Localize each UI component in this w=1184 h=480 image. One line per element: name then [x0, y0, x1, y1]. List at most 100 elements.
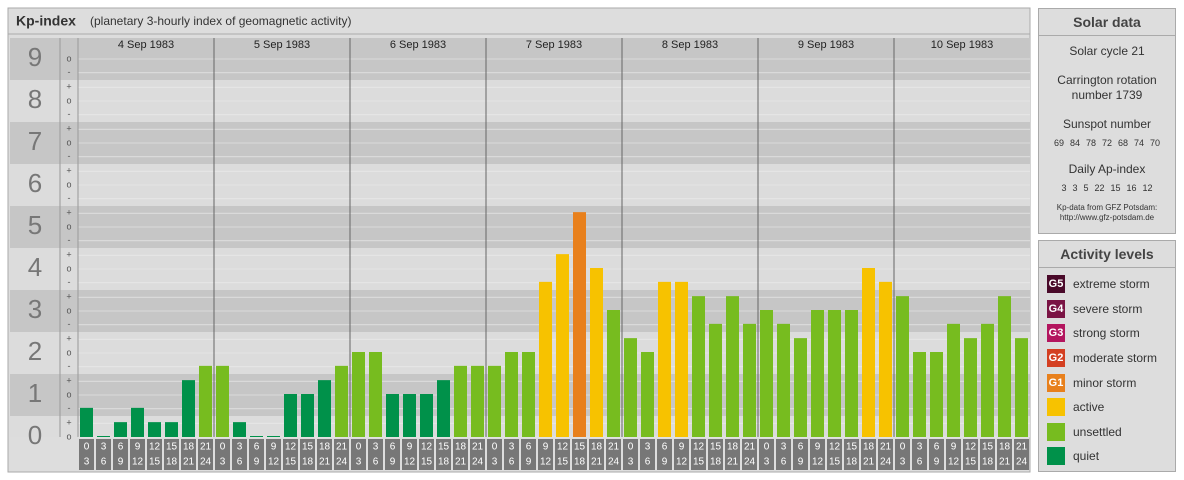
y-minor-label: - — [68, 235, 71, 245]
hour-label: 24 — [1016, 457, 1028, 468]
legend-item: quiet — [1039, 444, 1175, 469]
source-url: http://www.gfz-potsdam.de — [1059, 213, 1155, 222]
level-code: G4 — [1048, 302, 1064, 315]
y-minor-label: + — [66, 166, 71, 176]
y-minor-label: + — [66, 376, 71, 386]
hour-label: 12 — [965, 442, 977, 453]
hour-label: 12 — [557, 442, 569, 453]
y-minor-label: o — [66, 179, 71, 189]
hour-box — [504, 439, 519, 470]
hour-label: 9 — [662, 457, 668, 468]
hour-box — [963, 439, 978, 470]
hour-label: 3 — [900, 457, 906, 468]
legend-item: active — [1039, 395, 1175, 420]
hour-label: 12 — [285, 442, 297, 453]
y-minor-label: + — [66, 334, 71, 344]
y-minor-label: + — [66, 292, 71, 302]
hour-box — [793, 439, 808, 470]
hour-label: 21 — [183, 457, 195, 468]
y-minor-label: + — [66, 418, 71, 428]
ap-value: 5 — [1083, 183, 1089, 193]
hour-box — [385, 439, 400, 470]
y-minor-label: - — [68, 109, 71, 119]
bar — [641, 352, 654, 437]
y-minor-label: - — [68, 151, 71, 161]
bar — [199, 365, 212, 437]
hour-label: 12 — [676, 457, 688, 468]
bar — [811, 310, 824, 437]
hour-label: 18 — [591, 442, 603, 453]
bar — [488, 365, 501, 437]
legend-item: G2 moderate storm — [1039, 346, 1175, 371]
sunspot-value: 69 — [1053, 138, 1064, 148]
hour-label: 6 — [373, 457, 379, 468]
bar — [964, 338, 977, 437]
day-label: 5 Sep 1983 — [254, 39, 310, 51]
sunspot-value: 74 — [1134, 138, 1145, 148]
hour-box — [861, 439, 876, 470]
hour-box — [742, 439, 757, 470]
bar — [692, 296, 705, 437]
y-minor-label: o — [66, 53, 71, 63]
hour-label: 18 — [999, 442, 1011, 453]
hour-label: 3 — [917, 442, 923, 453]
ap-value: 22 — [1094, 183, 1105, 193]
hour-box — [249, 439, 264, 470]
hour-label: 12 — [132, 457, 144, 468]
kp-chart: Kp-index (planetary 3-hourly index of ge… — [7, 7, 1031, 473]
hour-label: 24 — [880, 457, 892, 468]
hour-box — [776, 439, 791, 470]
hour-label: 9 — [798, 457, 804, 468]
hour-label: 18 — [319, 442, 331, 453]
hour-label: 18 — [982, 457, 994, 468]
bar — [80, 407, 93, 437]
legend-swatch — [1047, 422, 1065, 441]
sunspot-value: 84 — [1069, 138, 1080, 148]
y-tick-label: 7 — [28, 126, 42, 156]
hour-label: 6 — [917, 457, 923, 468]
hour-label: 3 — [220, 457, 226, 468]
legend-label: minor storm — [1073, 375, 1137, 390]
hour-label: 15 — [302, 442, 314, 453]
bar — [777, 323, 790, 437]
hour-box — [181, 439, 196, 470]
y-tick-label: 3 — [28, 294, 42, 324]
hour-box — [487, 439, 502, 470]
hour-box — [368, 439, 383, 470]
hour-label: 12 — [540, 457, 552, 468]
bar — [182, 380, 195, 437]
carrington: Carrington rotation number 1739 — [1057, 73, 1157, 102]
y-minor-label: - — [68, 67, 71, 77]
y-tick-label: 4 — [28, 252, 42, 282]
bar — [743, 323, 756, 437]
y-minor-label: o — [66, 389, 71, 399]
hour-label: 6 — [781, 457, 787, 468]
hour-box — [878, 439, 893, 470]
source: Kp-data from GFZ Potsdam: — [1056, 203, 1158, 212]
hour-box — [725, 439, 740, 470]
sunspot-title: Sunspot number — [1062, 117, 1152, 131]
y-tick-label: 0 — [28, 420, 42, 450]
hour-label: 24 — [608, 457, 620, 468]
levels-list: G5 extreme storm G4 severe storm G3 strong st… — [1039, 268, 1175, 469]
sunspot-value: 70 — [1150, 138, 1161, 148]
hour-label: 6 — [645, 457, 651, 468]
hour-box — [521, 439, 536, 470]
legend-label: extreme storm — [1073, 277, 1150, 292]
hour-box — [895, 439, 910, 470]
hour-label: 6 — [254, 442, 260, 453]
hour-box — [946, 439, 961, 470]
hour-label: 18 — [710, 457, 722, 468]
bar — [522, 352, 535, 437]
hour-box — [589, 439, 604, 470]
bar — [233, 422, 246, 437]
hour-label: 9 — [271, 442, 277, 453]
day-label: 7 Sep 1983 — [526, 39, 582, 51]
bar — [420, 394, 433, 437]
hour-label: 24 — [744, 457, 756, 468]
bar — [573, 212, 586, 437]
bar — [454, 365, 467, 437]
hour-label: 9 — [118, 457, 124, 468]
chart-subtitle: (planetary 3-hourly index of geomagnetic… — [90, 14, 351, 28]
hour-label: 9 — [254, 457, 260, 468]
